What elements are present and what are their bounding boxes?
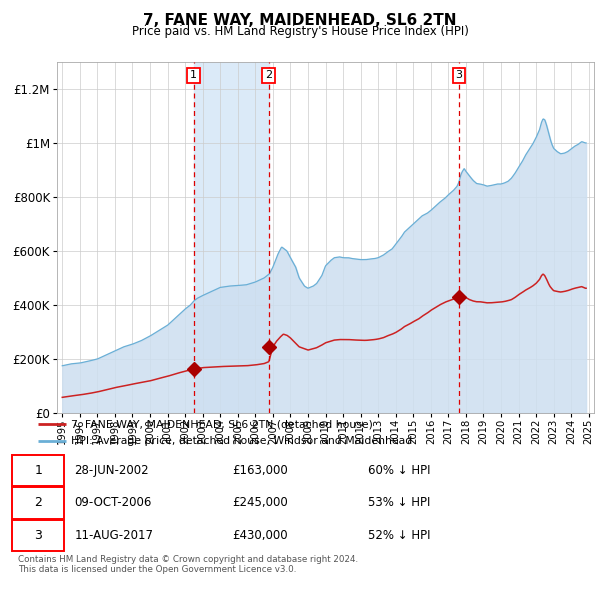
FancyBboxPatch shape bbox=[13, 455, 64, 486]
Text: 28-JUN-2002: 28-JUN-2002 bbox=[74, 464, 149, 477]
Text: 7, FANE WAY, MAIDENHEAD, SL6 2TN: 7, FANE WAY, MAIDENHEAD, SL6 2TN bbox=[143, 13, 457, 28]
Text: Contains HM Land Registry data © Crown copyright and database right 2024.
This d: Contains HM Land Registry data © Crown c… bbox=[18, 555, 358, 574]
Text: 7, FANE WAY, MAIDENHEAD, SL6 2TN (detached house): 7, FANE WAY, MAIDENHEAD, SL6 2TN (detach… bbox=[71, 419, 373, 430]
Text: 52% ↓ HPI: 52% ↓ HPI bbox=[368, 529, 430, 542]
Text: £163,000: £163,000 bbox=[232, 464, 288, 477]
Text: 60% ↓ HPI: 60% ↓ HPI bbox=[368, 464, 430, 477]
Text: £430,000: £430,000 bbox=[232, 529, 288, 542]
Text: 11-AUG-2017: 11-AUG-2017 bbox=[74, 529, 154, 542]
Text: 1: 1 bbox=[34, 464, 42, 477]
Text: HPI: Average price, detached house, Windsor and Maidenhead: HPI: Average price, detached house, Wind… bbox=[71, 436, 413, 446]
Text: 3: 3 bbox=[455, 70, 463, 80]
Text: 1: 1 bbox=[190, 70, 197, 80]
FancyBboxPatch shape bbox=[13, 487, 64, 519]
Text: 53% ↓ HPI: 53% ↓ HPI bbox=[368, 496, 430, 510]
Text: 3: 3 bbox=[34, 529, 42, 542]
Text: 2: 2 bbox=[265, 70, 272, 80]
Text: 09-OCT-2006: 09-OCT-2006 bbox=[74, 496, 152, 510]
FancyBboxPatch shape bbox=[13, 520, 64, 550]
Text: £245,000: £245,000 bbox=[232, 496, 288, 510]
Text: 2: 2 bbox=[34, 496, 42, 510]
Text: Price paid vs. HM Land Registry's House Price Index (HPI): Price paid vs. HM Land Registry's House … bbox=[131, 25, 469, 38]
Bar bbox=[194, 62, 269, 413]
